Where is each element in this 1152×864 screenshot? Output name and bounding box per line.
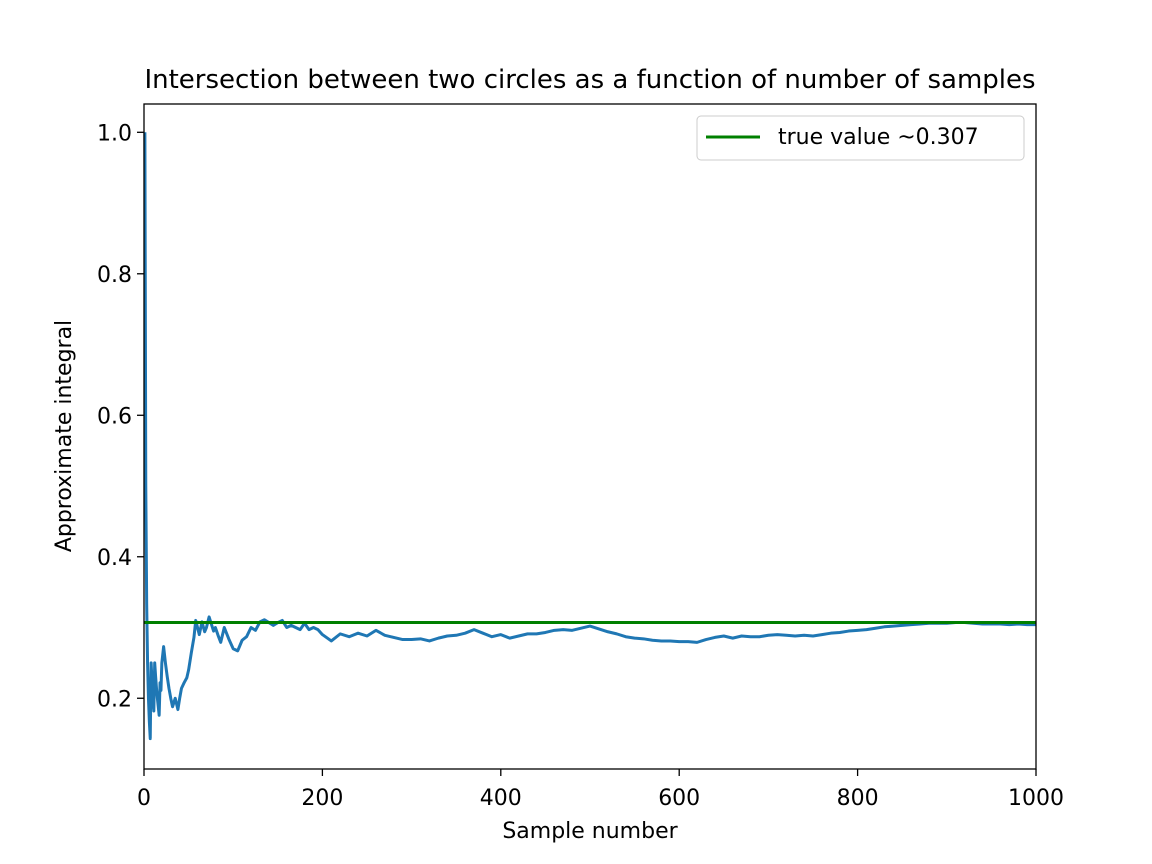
legend: true value ~0.307 xyxy=(696,115,1025,161)
x-tick-label: 0 xyxy=(137,786,151,811)
x-tick-label: 1000 xyxy=(1008,786,1064,811)
y-tick-label: 0.2 xyxy=(97,687,132,712)
x-tick-label: 600 xyxy=(658,786,700,811)
x-axis-ticks: 0 200 400 600 800 1000 xyxy=(137,769,1064,811)
chart-title: Intersection between two circles as a fu… xyxy=(144,65,1035,95)
y-axis-label: Approximate integral xyxy=(52,320,77,552)
series-layer xyxy=(143,132,1036,741)
y-tick-label: 0.6 xyxy=(97,404,132,429)
y-tick-label: 0.8 xyxy=(97,263,132,288)
x-axis-label: Sample number xyxy=(502,819,678,844)
plot-area: 0 200 400 600 800 1000 0.2 0.4 0.6 0.8 1.0 xyxy=(97,103,1064,811)
legend-label-true-value: true value ~0.307 xyxy=(778,125,979,150)
y-axis-ticks: 0.2 0.4 0.6 0.8 1.0 xyxy=(97,121,144,712)
series-line-approximation xyxy=(143,132,1036,741)
y-tick-label: 1.0 xyxy=(97,121,132,146)
x-tick-label: 200 xyxy=(301,786,343,811)
y-tick-label: 0.4 xyxy=(97,546,132,571)
plot-frame xyxy=(143,103,1037,770)
x-tick-label: 800 xyxy=(837,786,879,811)
legend-box xyxy=(696,115,1025,161)
x-tick-label: 400 xyxy=(480,786,522,811)
